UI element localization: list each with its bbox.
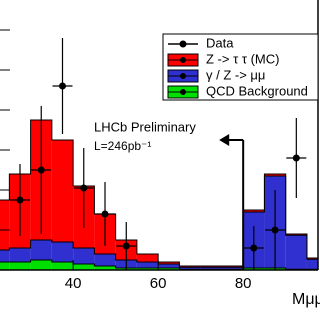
histogram-bar (221, 266, 244, 268)
x-tick-label: 80 (235, 275, 252, 292)
histogram-bar (30, 260, 52, 270)
histogram-bar (200, 266, 222, 268)
data-point (58, 82, 66, 90)
plot-area (0, 38, 318, 270)
annotation: LHCb Preliminary (94, 119, 196, 134)
x-tick-label: 40 (65, 275, 82, 292)
histogram-bar (158, 262, 180, 264)
annotation: L=246pb⁻¹ (94, 139, 151, 153)
histogram-bar (200, 267, 222, 270)
histogram-bar (0, 200, 10, 250)
legend-marker (179, 40, 187, 48)
legend-label: Z -> τ τ (MC) (206, 51, 279, 66)
histogram-bar (9, 262, 31, 270)
histogram-bar (94, 254, 116, 266)
data-point (271, 226, 279, 234)
histogram-bar (9, 248, 31, 262)
histogram-bar (136, 268, 159, 270)
data-point (292, 154, 300, 162)
histogram-bar (179, 266, 201, 268)
legend-label: QCD Background (206, 83, 308, 98)
data-point (250, 244, 258, 252)
data-point (80, 184, 88, 192)
histogram-outline (0, 119, 318, 267)
data-point (37, 166, 45, 174)
histogram-outline (0, 175, 318, 268)
histogram-bar (285, 235, 307, 270)
histogram-bar (306, 258, 318, 260)
histogram-bar (51, 242, 74, 262)
histogram-bar (221, 267, 244, 270)
histogram-bar (94, 266, 116, 270)
histogram-bar (264, 174, 286, 176)
legend-marker (180, 57, 186, 63)
histogram-bar (136, 262, 159, 268)
histogram-bar (0, 250, 10, 262)
histogram-bar (51, 140, 74, 242)
x-axis-label: Mμμ (292, 291, 320, 308)
legend-marker (180, 89, 186, 95)
data-point (122, 242, 130, 250)
histogram-bar (243, 210, 265, 212)
histogram-bar (179, 267, 201, 270)
histogram-bar (51, 262, 74, 270)
overlay: 40 60 80 Mμμ LHCb Preliminary L=246pb⁻¹ DataZ … (0, 0, 320, 308)
cut-arrow-head (219, 134, 230, 146)
histogram-bar (73, 264, 95, 270)
histogram-outline (0, 259, 318, 270)
histogram-bar (0, 262, 10, 270)
histogram-bar (30, 240, 52, 260)
histogram-bar (158, 264, 180, 268)
histogram-bar (73, 248, 95, 264)
histogram-bar (285, 234, 307, 236)
histogram-bar (306, 259, 318, 270)
data-point (16, 196, 24, 204)
legend-label: Data (206, 35, 234, 50)
histogram-bar (158, 268, 180, 270)
legend-label: γ / Z -> μμ (206, 67, 265, 82)
x-tick-label: 60 (150, 275, 167, 292)
histogram-bar (136, 254, 159, 262)
data-point (101, 210, 109, 218)
legend-marker (180, 73, 186, 79)
